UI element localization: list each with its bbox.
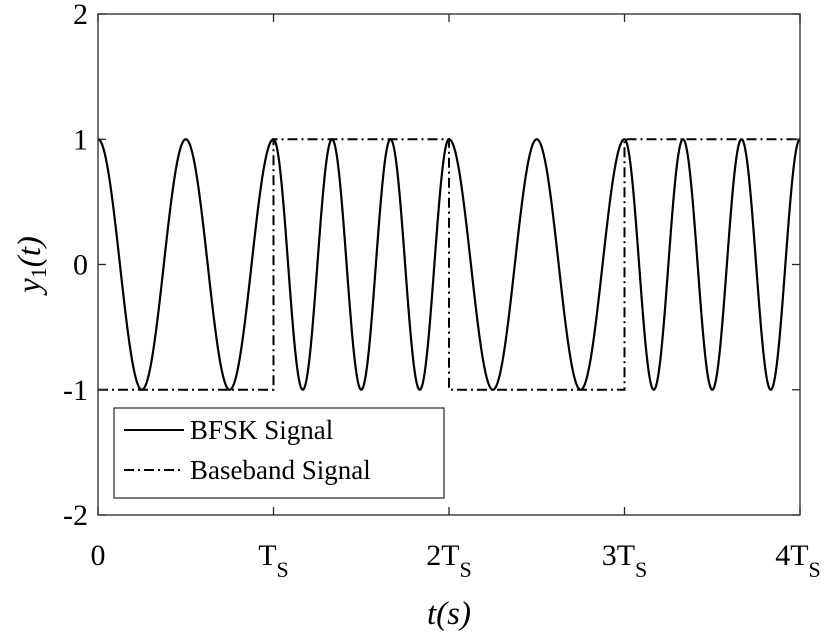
y-tick-label: 1: [73, 123, 88, 156]
legend: BFSK Signal Baseband Signal: [113, 407, 445, 499]
x-tick-label: 4TS: [775, 539, 821, 582]
y-axis-title-rest: (t): [12, 236, 48, 267]
x-axis-ticks: 0 TS 2TS 3TS 4TS: [91, 14, 821, 582]
x-axis-title: t(s): [427, 596, 471, 632]
x-tick-label: TS: [258, 539, 289, 582]
y-axis-title-main: y: [12, 278, 48, 296]
y-tick-label: 0: [73, 249, 88, 282]
y-tick-label: -1: [63, 374, 88, 407]
y-axis-title-sub: 1: [26, 267, 51, 278]
x-tick-label: 2TS: [426, 539, 472, 582]
plot-lines: [97, 138, 801, 391]
y-tick-label: -2: [63, 499, 88, 532]
legend-box: [113, 407, 445, 499]
x-tick-label: 0: [91, 539, 106, 572]
legend-label-baseband: Baseband Signal: [190, 455, 371, 485]
y-tick-label: 2: [73, 0, 88, 31]
y-axis-ticks: 2 1 0 -1 -2: [63, 0, 800, 532]
x-tick-label: 3TS: [602, 539, 648, 582]
legend-label-bfsk: BFSK Signal: [190, 415, 333, 445]
y-axis-title: y1(t): [12, 236, 51, 296]
series-baseband-signal: [98, 138, 800, 391]
